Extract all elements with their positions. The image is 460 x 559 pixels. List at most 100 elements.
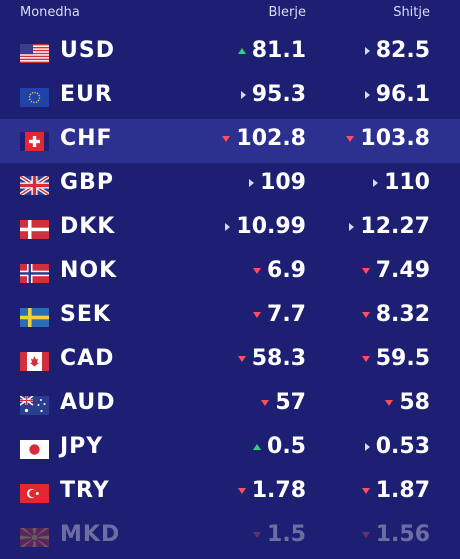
buy-value: 81.1 [251,38,306,63]
sell-value: 12.27 [360,214,430,239]
buy-rate: 1.78 [237,478,306,503]
buy-rate: 102.8 [222,126,306,151]
buy-rate: 1.5 [253,522,306,547]
currency-code: GBP [60,170,114,195]
trend-down-icon [361,531,370,538]
trend-up-icon [253,443,262,450]
buy-value: 10.99 [236,214,306,239]
currency-code: SEK [60,302,111,327]
sell-value: 103.8 [360,126,430,151]
trend-flat-icon [225,222,231,231]
sell-rate: 82.5 [364,38,430,63]
trend-down-icon [261,399,270,406]
currency-row-gbp[interactable]: GBP 109 110 [0,163,460,207]
trend-flat-icon [349,222,355,231]
sell-value: 7.49 [375,258,430,283]
currency-row-try[interactable]: TRY 1.78 1.87 [0,471,460,515]
buy-rate: 58.3 [237,346,306,371]
header-currency: Monedha [20,5,80,20]
trend-down-icon [237,487,246,494]
trend-flat-icon [240,90,246,99]
currency-row-jpy[interactable]: JPY 0.5 0.53 [0,427,460,471]
header-buy: Blerje [268,5,306,20]
trend-down-icon [361,355,370,362]
buy-rate: 0.5 [253,434,306,459]
currency-row-chf[interactable]: CHF 102.8 103.8 [0,119,460,163]
sell-rate: 0.53 [364,434,430,459]
trend-up-icon [237,47,246,54]
trend-down-icon [222,135,231,142]
trend-down-icon [253,267,262,274]
flag-sweden-icon [20,308,49,327]
trend-down-icon [361,487,370,494]
rates-list: USD 81.1 82.5 EUR 95.3 96.1 CHF 102.8 103.8 GBP 10… [0,31,460,559]
trend-down-icon [346,135,355,142]
trend-down-icon [253,311,262,318]
currency-code: CAD [60,346,115,371]
currency-row-cad[interactable]: CAD 58.3 59.5 [0,339,460,383]
flag-japan-icon [20,440,49,459]
buy-rate: 7.7 [253,302,306,327]
flag-macedonia-icon [20,528,49,547]
buy-value: 1.78 [251,478,306,503]
sell-value: 0.53 [375,434,430,459]
trend-down-icon [361,311,370,318]
buy-rate: 10.99 [225,214,306,239]
trend-flat-icon [364,46,370,55]
flag-turkey-icon [20,484,49,503]
currency-row-mkd[interactable]: MKD 1.5 1.56 [0,515,460,559]
buy-value: 6.9 [267,258,306,283]
sell-value: 59.5 [375,346,430,371]
buy-rate: 109 [249,170,306,195]
currency-row-aud[interactable]: AUD 57 58 [0,383,460,427]
buy-rate: 57 [261,390,306,415]
sell-rate: 110 [373,170,430,195]
flag-uk-icon [20,176,49,195]
currency-row-eur[interactable]: EUR 95.3 96.1 [0,75,460,119]
trend-flat-icon [373,178,379,187]
trend-flat-icon [249,178,255,187]
sell-value: 110 [384,170,430,195]
flag-canada-icon [20,352,49,371]
flag-usa-icon [20,44,49,63]
trend-flat-icon [364,90,370,99]
sell-rate: 8.32 [361,302,430,327]
sell-rate: 12.27 [349,214,430,239]
currency-code: USD [60,38,115,63]
buy-rate: 81.1 [237,38,306,63]
trend-down-icon [361,267,370,274]
currency-code: JPY [60,434,104,459]
buy-value: 7.7 [267,302,306,327]
sell-value: 1.87 [375,478,430,503]
buy-value: 109 [260,170,306,195]
buy-value: 58.3 [251,346,306,371]
rates-header: Monedha Blerje Shitje [0,0,460,30]
currency-row-nok[interactable]: NOK 6.9 7.49 [0,251,460,295]
sell-rate: 59.5 [361,346,430,371]
sell-rate: 1.56 [361,522,430,547]
flag-norway-icon [20,264,49,283]
currency-code: TRY [60,478,110,503]
flag-australia-icon [20,396,49,415]
trend-down-icon [237,355,246,362]
sell-value: 96.1 [375,82,430,107]
buy-value: 57 [275,390,306,415]
currency-row-usd[interactable]: USD 81.1 82.5 [0,31,460,75]
sell-rate: 1.87 [361,478,430,503]
header-sell: Shitje [393,5,430,20]
flag-eu-icon [20,88,49,107]
trend-flat-icon [364,442,370,451]
currency-row-dkk[interactable]: DKK 10.99 12.27 [0,207,460,251]
sell-rate: 103.8 [346,126,430,151]
currency-code: EUR [60,82,113,107]
currency-row-sek[interactable]: SEK 7.7 8.32 [0,295,460,339]
trend-down-icon [253,531,262,538]
buy-value: 1.5 [267,522,306,547]
trend-down-icon [385,399,394,406]
flag-denmark-icon [20,220,49,239]
buy-value: 102.8 [236,126,306,151]
buy-value: 0.5 [267,434,306,459]
currency-code: MKD [60,522,121,547]
buy-rate: 95.3 [240,82,306,107]
flag-switzerland-icon [20,132,49,151]
